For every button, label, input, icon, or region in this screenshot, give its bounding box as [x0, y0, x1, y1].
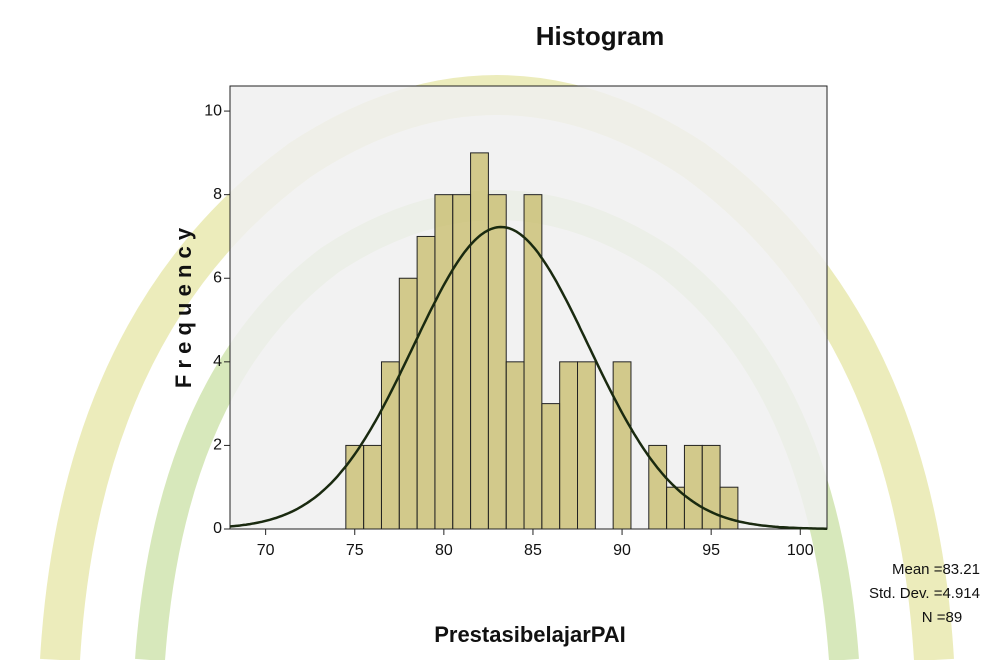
bar	[380, 361, 400, 530]
bar	[434, 194, 454, 530]
bar	[363, 444, 382, 530]
bar	[523, 194, 543, 530]
stat-annotation: N =89	[922, 609, 962, 626]
x-tick-label: 85	[524, 542, 542, 559]
bar	[701, 444, 721, 530]
bar	[487, 194, 507, 530]
x-tick-label: 100	[787, 542, 814, 559]
bar	[612, 361, 632, 530]
x-tick-label: 80	[435, 542, 453, 559]
bar	[470, 152, 489, 530]
stat-annotation: Mean =83.21	[892, 561, 980, 578]
bar	[683, 444, 703, 530]
bar	[416, 235, 436, 530]
bar	[398, 277, 418, 530]
y-tick-label: 4	[213, 353, 222, 370]
x-tick-label: 70	[257, 542, 275, 559]
bar	[541, 403, 561, 530]
x-tick-label: 75	[346, 542, 364, 559]
x-tick-label: 90	[613, 542, 631, 559]
stat-annotation: Std. Dev. =4.914	[869, 585, 980, 602]
normal-curve	[229, 225, 827, 530]
y-tick-label: 6	[213, 269, 222, 286]
y-tick-label: 8	[213, 186, 222, 203]
y-tick-label: 2	[213, 437, 222, 454]
bar	[719, 486, 739, 530]
bar	[452, 194, 472, 530]
y-axis-title: F r e q u e n c y	[171, 227, 196, 388]
bar	[577, 361, 596, 530]
y-tick-label: 0	[213, 520, 222, 537]
x-axis-title: PrestasibelajarPAI	[434, 622, 626, 647]
bar	[505, 361, 525, 530]
x-tick-label: 95	[702, 542, 720, 559]
y-tick-label: 10	[204, 102, 222, 119]
bar	[345, 444, 365, 530]
chart-title: Histogram	[536, 21, 665, 51]
bar	[559, 361, 579, 530]
